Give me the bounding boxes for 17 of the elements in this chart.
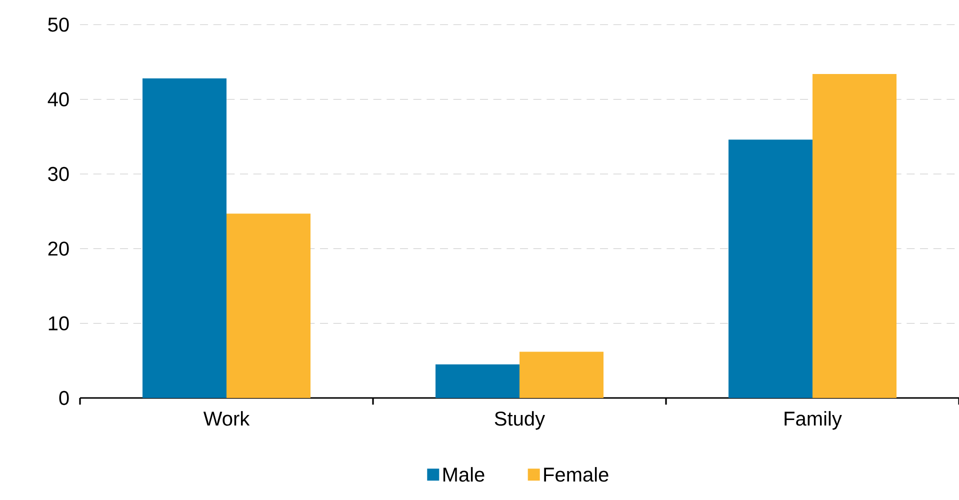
x-tick-label: Family <box>784 411 842 430</box>
bar <box>142 78 227 398</box>
y-tick-label: 40 <box>48 92 69 106</box>
y-tick-label: 20 <box>48 242 69 256</box>
bar <box>226 214 311 398</box>
bar <box>728 140 813 398</box>
legend-label: Male <box>443 467 484 482</box>
x-tick-label: Work <box>203 411 250 426</box>
bar <box>436 364 520 398</box>
bar <box>812 74 897 398</box>
y-tick-label: 30 <box>48 166 69 182</box>
x-tick-label: Study <box>494 411 546 430</box>
y-tick-label: 0 <box>59 390 69 406</box>
bar <box>520 352 604 398</box>
legend-label: Female <box>544 467 608 482</box>
y-tick-label: 10 <box>48 316 69 330</box>
y-tick-label: 50 <box>48 18 69 32</box>
